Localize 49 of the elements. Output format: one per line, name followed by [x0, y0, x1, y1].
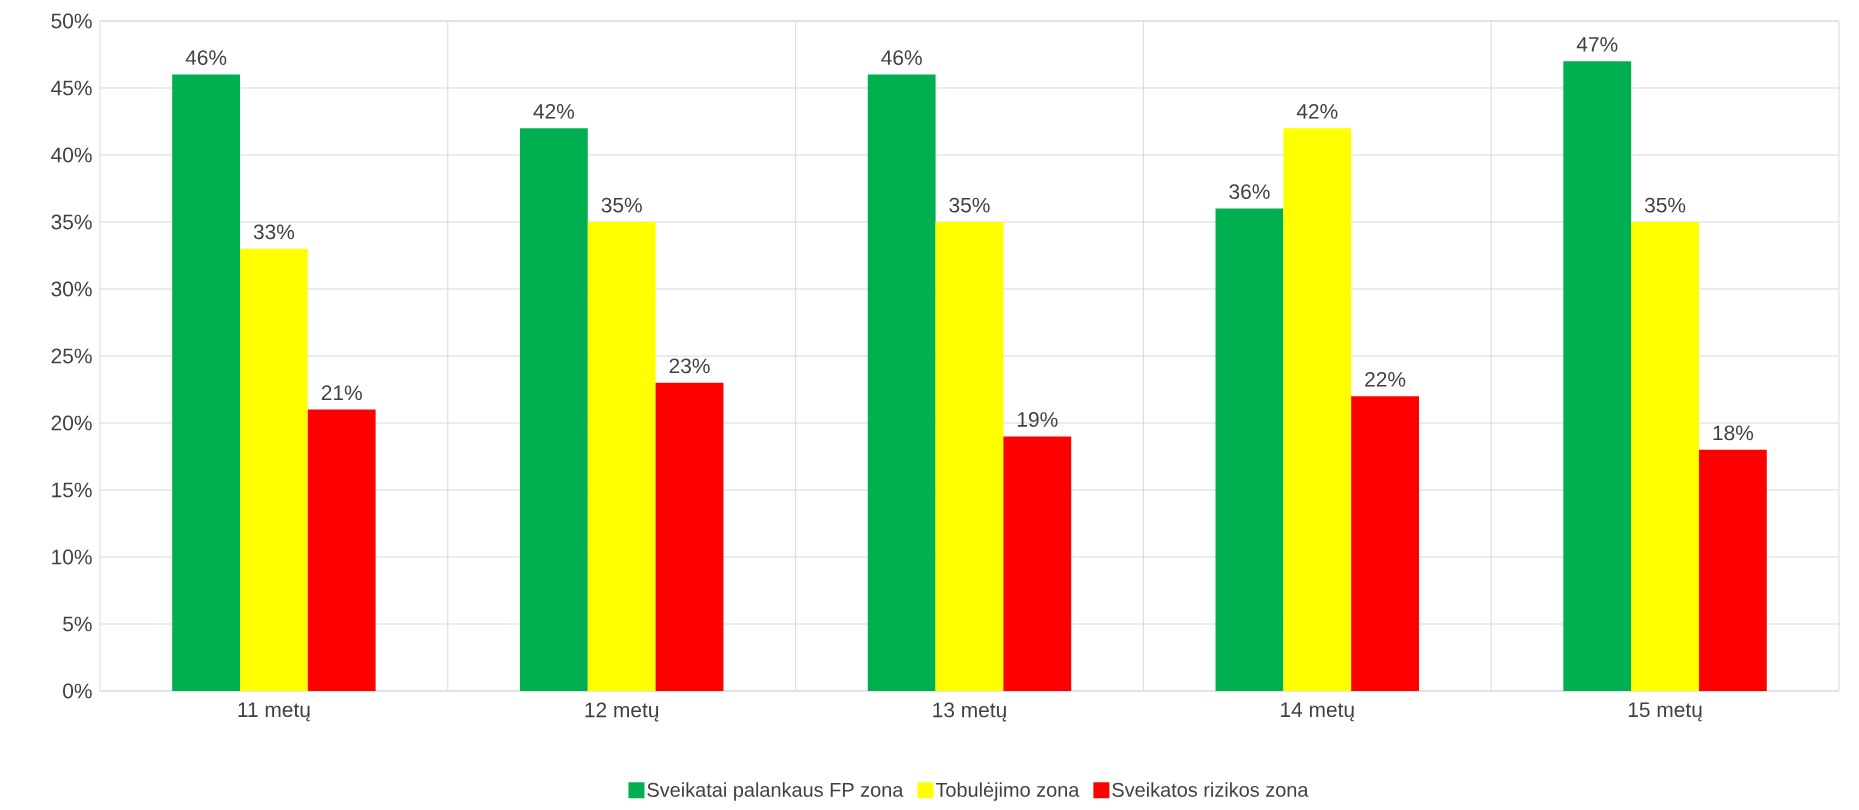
- data-label: 21%: [321, 385, 362, 401]
- x-tick-label: 15 metų: [1628, 702, 1702, 722]
- y-tick-label: 0%: [63, 683, 92, 699]
- bar: [867, 74, 936, 691]
- legend-label: Sveikatai palankaus FP zona: [647, 782, 904, 801]
- bar: [655, 382, 724, 691]
- data-label: 42%: [1296, 103, 1338, 119]
- y-tick-label: 40%: [51, 147, 92, 163]
- data-label: 46%: [185, 50, 227, 66]
- bar: [935, 222, 1004, 691]
- bar: [1631, 222, 1699, 691]
- data-label: 35%: [601, 197, 642, 213]
- y-tick-label: 50%: [51, 13, 92, 29]
- y-tick-label: 30%: [51, 281, 92, 297]
- legend-label: Sveikatos rizikos zona: [1112, 782, 1309, 797]
- data-label: 19%: [1017, 412, 1058, 427]
- y-tick-label: 45%: [51, 80, 92, 96]
- bar: [1215, 208, 1284, 691]
- x-tick-label: 14 metų: [1281, 702, 1354, 722]
- bar: [172, 74, 240, 691]
- bar: [1283, 128, 1352, 691]
- bar: [307, 409, 376, 691]
- y-tick-label: 5%: [63, 616, 92, 632]
- bar: [1563, 61, 1632, 691]
- y-tick-label: 10%: [52, 549, 92, 565]
- data-label: 18%: [1713, 425, 1754, 441]
- data-label: 33%: [253, 224, 295, 240]
- data-label: 35%: [949, 197, 990, 213]
- data-label: 23%: [669, 358, 710, 374]
- bar: [519, 128, 588, 691]
- x-tick-label: 12 metų: [585, 702, 659, 722]
- y-tick-label: 20%: [51, 415, 92, 431]
- bar: [1698, 449, 1767, 691]
- data-label: 46%: [881, 50, 922, 66]
- data-label: 22%: [1365, 371, 1406, 387]
- x-tick-label: 13 metų: [933, 702, 1007, 722]
- y-tick-label: 35%: [51, 214, 92, 230]
- bar: [239, 248, 308, 691]
- data-label: 36%: [1229, 184, 1270, 200]
- data-label: 42%: [533, 103, 575, 119]
- bar: [1351, 396, 1419, 691]
- x-tick-label: 11 metų: [238, 702, 310, 722]
- data-label: 47%: [1576, 37, 1618, 52]
- legend-label: Tobulėjimo zona: [935, 782, 1080, 801]
- bar: [587, 222, 656, 691]
- bar: [1003, 436, 1072, 691]
- y-tick-label: 15%: [52, 482, 92, 498]
- data-label: 35%: [1644, 197, 1686, 213]
- y-tick-label: 25%: [51, 348, 92, 364]
